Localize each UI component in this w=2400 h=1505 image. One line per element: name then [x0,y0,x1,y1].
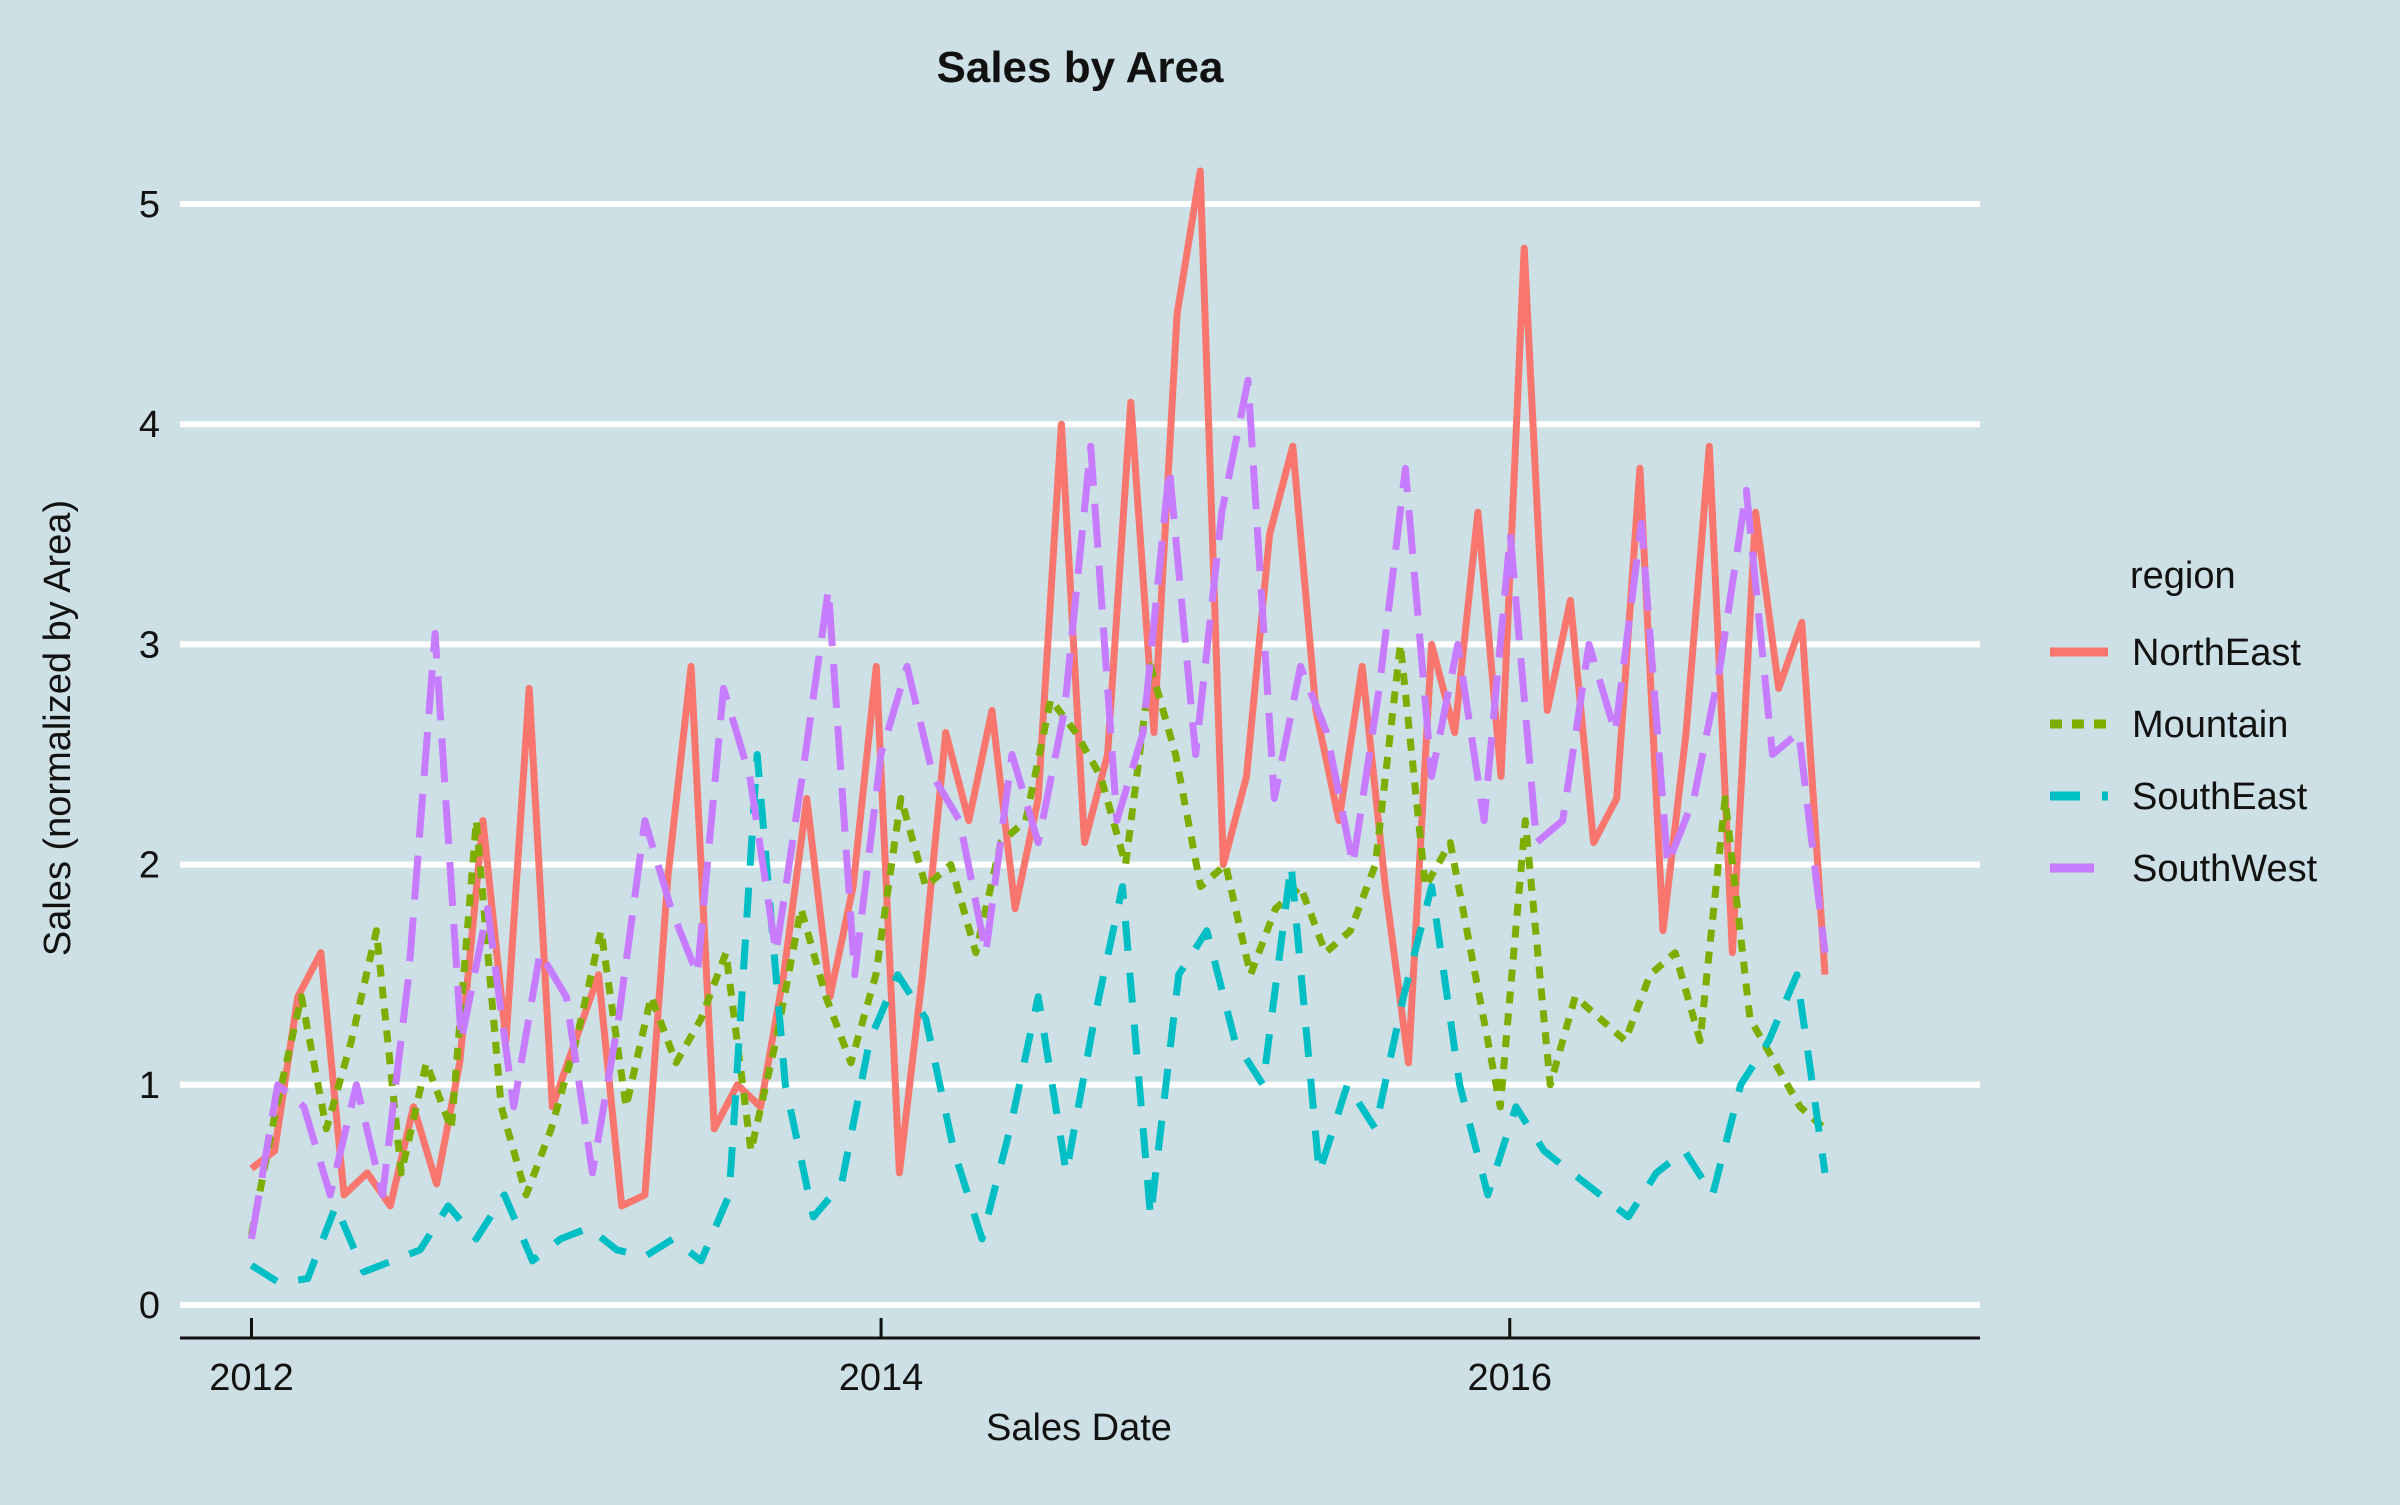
y-tick-label: 4 [139,404,160,446]
y-tick-label: 2 [139,845,160,887]
series-line-mountain [248,640,1828,1236]
series-line-northeast [249,167,1829,1210]
chart-title: Sales by Area [937,43,1225,92]
legend-label-northeast: NorthEast [2132,632,2301,674]
x-axis-label: Sales Date [986,1407,1172,1449]
y-tick-label: 0 [139,1285,160,1327]
series-line-southeast [249,751,1829,1287]
legend: region NorthEast Mountain SouthEast SouthWe… [2050,555,2318,890]
x-tick-label: 2012 [209,1357,294,1399]
y-tick-label: 3 [139,624,160,666]
legend-label-mountain: Mountain [2132,704,2288,746]
legend-items: NorthEast Mountain SouthEast SouthWest [2050,632,2318,890]
series-line-southwest [248,376,1829,1240]
legend-label-southwest: SouthWest [2132,848,2318,890]
x-tick-label: 2014 [839,1357,924,1399]
y-axis-label: Sales (normalized by Area) [37,500,79,956]
legend-title: region [2130,555,2236,597]
y-tick-label: 1 [139,1065,160,1107]
x-tick-label: 2016 [1467,1357,1552,1399]
series-layer [248,167,1829,1287]
y-tick-label: 5 [139,184,160,226]
axis-layer: 0 1 2 3 4 5 2012 2014 2016 [139,184,1980,1399]
legend-label-southeast: SouthEast [2132,776,2308,818]
